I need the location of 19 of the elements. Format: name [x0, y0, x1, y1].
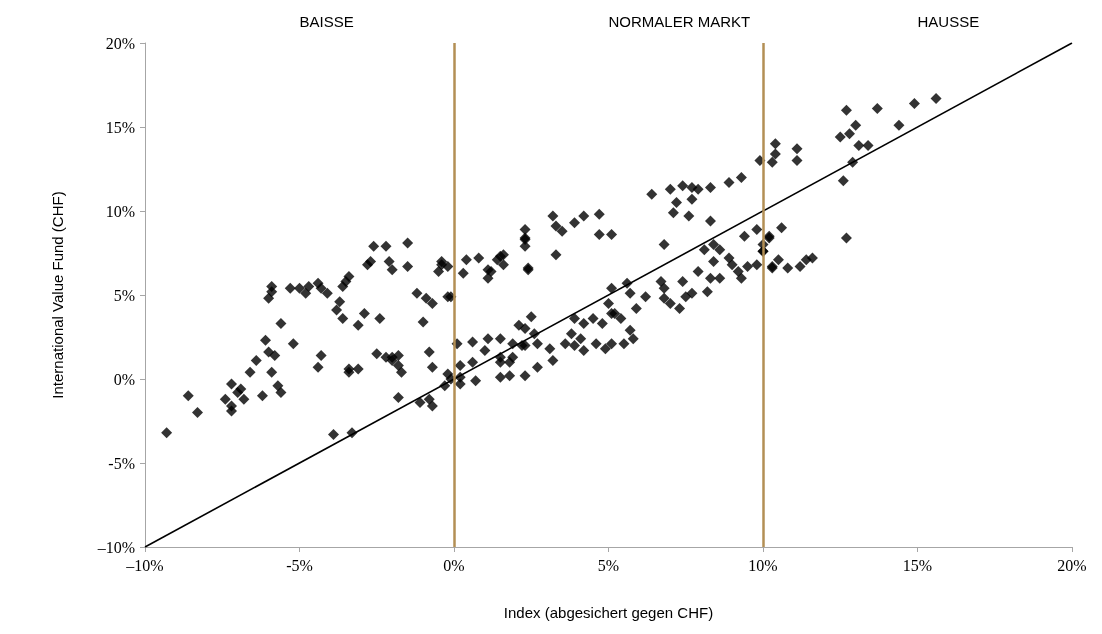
- x-tick-label: -5%: [286, 556, 313, 574]
- text: NORMALER MARKT: [608, 13, 751, 30]
- y-tick-label: -5%: [108, 454, 135, 472]
- y-axis-title: International Value Fund (CHF): [49, 191, 66, 399]
- text: BAISSE: [299, 13, 354, 30]
- x-axis-title: Index (abgesichert gegen CHF): [503, 604, 714, 621]
- x-tick-label: 20%: [1057, 556, 1087, 574]
- text: HAUSSE: [917, 13, 980, 30]
- x-tick-label: 15%: [902, 556, 933, 574]
- y-tick-label: 15%: [105, 118, 135, 136]
- y-tick-label: 20%: [105, 34, 135, 52]
- y-tick-label: –10%: [96, 538, 135, 556]
- y-tick-label: 0%: [113, 370, 135, 388]
- x-tick-label: 0%: [443, 556, 465, 574]
- y-tick-label: 5%: [113, 286, 135, 304]
- y-tick-label: 10%: [105, 202, 135, 220]
- x-tick-label: 10%: [748, 556, 778, 574]
- x-tick-label: 5%: [597, 556, 620, 574]
- x-tick-label: –10%: [125, 556, 164, 574]
